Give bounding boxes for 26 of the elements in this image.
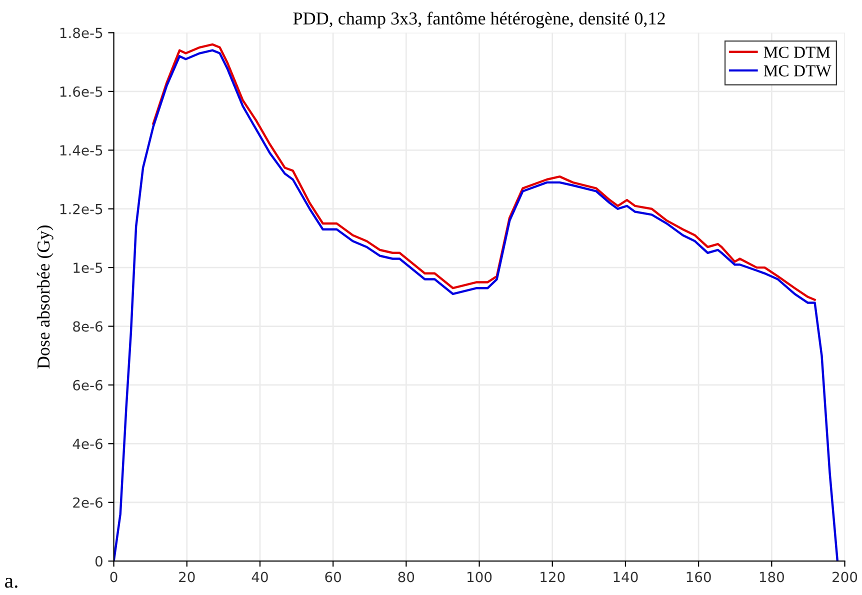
x-tick-label: 0 xyxy=(110,572,118,582)
y-tick-label: 6e-6 xyxy=(73,380,102,390)
y-axis-title: Dose absorbée (Gy) xyxy=(36,226,54,369)
y-tick-label: 8e-6 xyxy=(73,321,102,332)
x-tick-label: 120 xyxy=(540,572,565,582)
text: a. xyxy=(5,578,18,588)
x-tick-label: 20 xyxy=(179,572,195,582)
legend-label: MC DTM xyxy=(764,46,830,58)
x-tick-label: 140 xyxy=(614,572,638,582)
x-tick-label: 60 xyxy=(325,572,341,582)
x-tick-label: 40 xyxy=(252,572,268,582)
y-tick-label: 2e-6 xyxy=(73,497,102,508)
y-tick-label: 1e-5 xyxy=(74,262,102,274)
y-tick-label: 1.2e-5 xyxy=(60,204,102,214)
x-tick-label: 160 xyxy=(686,572,711,582)
x-tick-label: 100 xyxy=(468,572,492,582)
y-tick-label: 0 xyxy=(95,556,102,567)
x-tick-label: 80 xyxy=(398,572,414,582)
y-tick-label: 4e-6 xyxy=(72,438,102,450)
legend-label: MC DTW xyxy=(764,65,832,77)
y-tick-label: 1.4e-5 xyxy=(60,145,102,156)
y-tick-label: 1.8e-5 xyxy=(60,28,102,38)
x-tick-label: 180 xyxy=(760,572,784,582)
y-tick-label: 1.6e-5 xyxy=(60,86,102,97)
chart-title: PDD, champ 3x3, fantôme hétérogène, densité 0,12 xyxy=(293,12,665,28)
x-tick-label: 200 xyxy=(832,572,858,582)
